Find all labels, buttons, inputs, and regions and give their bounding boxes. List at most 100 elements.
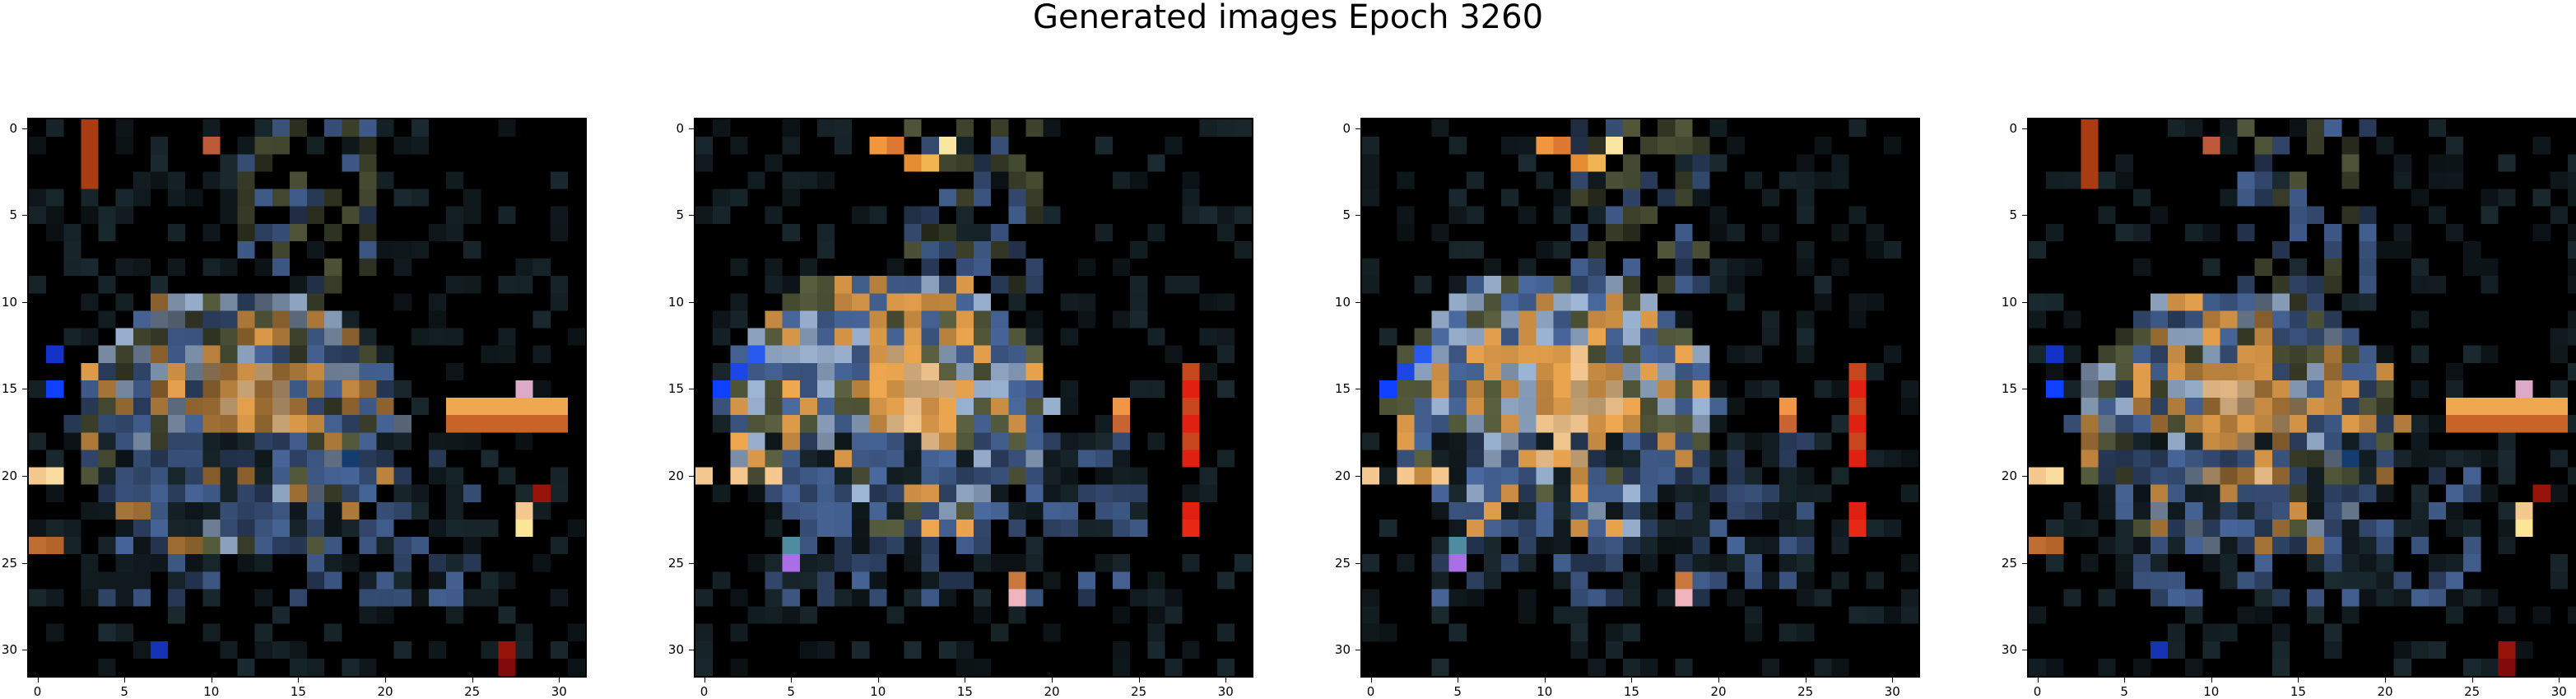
x-tick-mark (1225, 678, 1227, 683)
y-tick-label: 25 (1334, 555, 1351, 571)
y-tick-label: 15 (1334, 381, 1351, 397)
x-tick-mark (2471, 678, 2473, 683)
x-tick-mark (877, 678, 879, 683)
x-tick-label: 5 (120, 684, 128, 699)
y-tick-mark (1355, 476, 1360, 478)
x-tick-label: 20 (1044, 684, 1060, 699)
generated-image (695, 119, 1252, 676)
y-tick-mark (22, 476, 27, 478)
y-tick-label: 20 (2001, 468, 2017, 484)
x-tick-mark (2559, 678, 2560, 683)
x-tick-label: 10 (2203, 684, 2220, 699)
y-tick-label: 25 (1, 555, 17, 571)
x-tick-label: 25 (2464, 684, 2481, 699)
x-tick-label: 25 (1131, 684, 1147, 699)
x-tick-label: 25 (464, 684, 481, 699)
y-tick-label: 20 (1, 468, 17, 484)
x-tick-label: 30 (551, 684, 567, 699)
y-tick-label: 15 (1, 381, 17, 397)
y-tick-label: 10 (2001, 294, 2017, 310)
y-tick-label: 5 (9, 207, 17, 223)
image-panel (27, 118, 587, 678)
x-tick-label: 15 (1623, 684, 1639, 699)
x-tick-mark (2385, 678, 2387, 683)
image-panel (2027, 118, 2576, 678)
y-tick-mark (22, 215, 27, 217)
y-tick-label: 30 (667, 642, 684, 658)
x-tick-label: 0 (33, 684, 42, 699)
y-tick-label: 0 (9, 120, 17, 136)
y-tick-label: 15 (2001, 381, 2017, 397)
y-tick-mark (2022, 215, 2027, 217)
y-tick-label: 30 (1, 642, 17, 658)
y-tick-label: 25 (2001, 555, 2017, 571)
y-tick-label: 10 (1334, 294, 1351, 310)
x-tick-mark (704, 678, 705, 683)
x-tick-mark (2211, 678, 2212, 683)
x-tick-label: 15 (290, 684, 306, 699)
y-tick-mark (2022, 562, 2027, 564)
y-tick-mark (2022, 128, 2027, 129)
y-tick-mark (22, 128, 27, 129)
y-tick-label: 10 (1, 294, 17, 310)
y-tick-mark (689, 476, 694, 478)
generated-image (2029, 119, 2576, 676)
x-tick-mark (1138, 678, 1140, 683)
y-tick-mark (22, 301, 27, 303)
image-panel (694, 118, 1253, 678)
y-tick-mark (1355, 215, 1360, 217)
figure-title: Generated images Epoch 3260 (1032, 0, 1544, 36)
y-tick-label: 0 (1342, 120, 1351, 136)
y-tick-mark (1355, 562, 1360, 564)
x-tick-mark (124, 678, 126, 683)
y-tick-label: 15 (667, 381, 684, 397)
x-tick-label: 15 (2290, 684, 2306, 699)
x-tick-label: 15 (956, 684, 973, 699)
y-tick-label: 0 (2009, 120, 2017, 136)
y-tick-label: 5 (2009, 207, 2017, 223)
y-tick-mark (1355, 301, 1360, 303)
x-tick-mark (2124, 678, 2126, 683)
y-tick-label: 5 (676, 207, 684, 223)
x-tick-mark (1544, 678, 1546, 683)
x-tick-mark (1892, 678, 1894, 683)
x-tick-label: 25 (1797, 684, 1814, 699)
x-tick-label: 30 (1884, 684, 1900, 699)
y-tick-mark (22, 562, 27, 564)
x-tick-mark (385, 678, 387, 683)
y-tick-mark (1355, 128, 1360, 129)
x-tick-label: 5 (1453, 684, 1462, 699)
image-panel (1360, 118, 1920, 678)
x-tick-label: 20 (377, 684, 393, 699)
generated-image (1362, 119, 1918, 676)
x-tick-label: 0 (2033, 684, 2042, 699)
x-tick-label: 20 (1710, 684, 1727, 699)
y-tick-mark (689, 301, 694, 303)
y-tick-mark (2022, 301, 2027, 303)
x-tick-label: 5 (2120, 684, 2128, 699)
x-tick-label: 10 (203, 684, 220, 699)
x-tick-label: 30 (2550, 684, 2567, 699)
x-tick-label: 20 (2377, 684, 2393, 699)
x-tick-mark (1370, 678, 1372, 683)
x-tick-mark (559, 678, 560, 683)
x-tick-mark (2298, 678, 2299, 683)
y-tick-mark (689, 215, 694, 217)
y-tick-label: 5 (1342, 207, 1351, 223)
x-tick-label: 5 (787, 684, 795, 699)
x-tick-mark (791, 678, 793, 683)
x-tick-mark (1718, 678, 1720, 683)
x-tick-label: 30 (1217, 684, 1234, 699)
y-tick-mark (2022, 476, 2027, 478)
x-tick-mark (1631, 678, 1633, 683)
y-tick-label: 25 (667, 555, 684, 571)
x-tick-mark (37, 678, 39, 683)
y-tick-label: 0 (676, 120, 684, 136)
x-tick-mark (1052, 678, 1053, 683)
x-tick-label: 10 (870, 684, 886, 699)
x-tick-label: 10 (1537, 684, 1553, 699)
y-tick-label: 30 (1334, 642, 1351, 658)
x-tick-mark (472, 678, 473, 683)
x-tick-mark (2037, 678, 2039, 683)
y-tick-mark (689, 562, 694, 564)
